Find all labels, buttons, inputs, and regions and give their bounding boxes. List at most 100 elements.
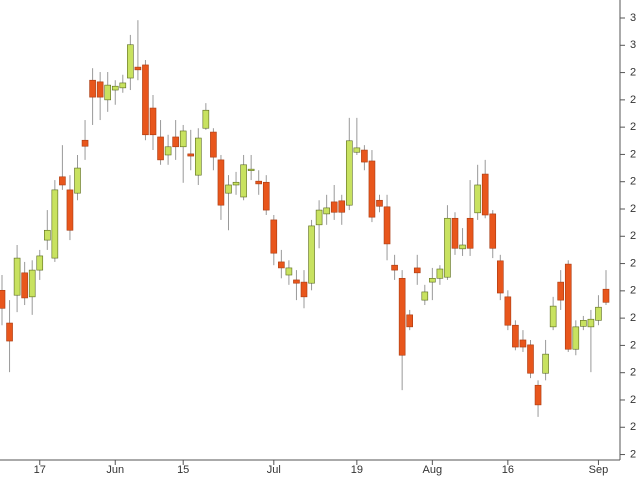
candle-body — [51, 189, 59, 259]
candle-body — [270, 219, 278, 254]
candle-body — [444, 217, 451, 278]
candle-body — [391, 264, 398, 271]
candle-body — [345, 140, 353, 206]
candle-body — [36, 255, 44, 271]
candle-body — [293, 279, 300, 284]
candle-body — [278, 261, 285, 269]
candle-body — [474, 184, 481, 214]
candle-body — [338, 200, 346, 213]
candle-body — [255, 180, 262, 185]
candle-body — [504, 296, 512, 326]
x-tick-label: Aug — [423, 464, 443, 476]
candle-body — [285, 267, 293, 276]
y-tick-label: 2 — [630, 66, 636, 78]
candle-body — [127, 44, 134, 79]
y-tick-label: 3 — [630, 39, 636, 51]
candle-body — [13, 257, 21, 296]
candle-body — [323, 207, 330, 215]
candle-body — [398, 277, 406, 356]
candle-body — [542, 353, 549, 374]
candle-body — [406, 314, 414, 328]
x-tick-label: 16 — [502, 464, 514, 476]
y-tick-label: 2 — [630, 448, 636, 460]
candle-body — [187, 153, 195, 157]
candle-body — [429, 277, 436, 283]
candle-body — [21, 272, 28, 299]
candle-body — [157, 136, 164, 161]
y-tick-label: 2 — [630, 285, 636, 297]
y-tick-label: 3 — [630, 12, 636, 24]
candle-body — [232, 181, 240, 186]
candle-body — [481, 173, 489, 216]
candle-body — [240, 164, 247, 198]
candle-body — [580, 320, 587, 327]
candle-body — [142, 64, 149, 136]
y-tick-label: 2 — [630, 94, 636, 106]
y-tick-label: 2 — [630, 257, 636, 269]
candle-body — [587, 318, 595, 328]
candle-body — [527, 344, 534, 374]
candle-body — [534, 384, 542, 406]
y-tick-label: 2 — [630, 312, 636, 324]
candle-body — [111, 85, 119, 91]
candle-body — [74, 167, 81, 194]
x-tick-label: 19 — [351, 464, 363, 476]
candle-body — [81, 139, 89, 147]
candle-body — [519, 339, 527, 348]
candle-body — [572, 326, 580, 350]
candle-body — [149, 107, 157, 136]
candle-body — [202, 109, 210, 129]
candle-body — [496, 260, 504, 294]
candle-body — [602, 288, 610, 303]
x-tick-label: 17 — [34, 464, 46, 476]
y-tick-label: 2 — [630, 121, 636, 133]
candle-body — [134, 66, 142, 71]
candle-body — [368, 160, 376, 218]
candle-body — [595, 306, 602, 321]
candle-body — [489, 213, 497, 249]
candle-body — [247, 168, 255, 171]
y-tick-label: 2 — [630, 421, 636, 433]
candle-body — [413, 267, 421, 274]
x-tick-label: Jun — [106, 464, 124, 476]
candle-body — [66, 189, 74, 231]
candle-body — [96, 81, 104, 98]
y-tick-label: 2 — [630, 367, 636, 379]
candle-body — [564, 263, 572, 350]
candle-body — [59, 176, 66, 186]
candle-body — [421, 291, 429, 301]
candle-body — [315, 209, 323, 226]
candle-body — [436, 268, 444, 279]
y-tick-label: 2 — [630, 148, 636, 160]
candle-body — [383, 206, 391, 245]
y-tick-label: 2 — [630, 394, 636, 406]
candle-body — [225, 184, 232, 194]
candle-body — [89, 79, 96, 98]
y-tick-label: 2 — [630, 203, 636, 215]
candle-body — [0, 289, 6, 309]
candle-body — [28, 269, 36, 298]
candle-body — [376, 199, 383, 207]
y-tick-label: 2 — [630, 339, 636, 351]
candle-body — [179, 130, 187, 148]
candle-body — [104, 84, 111, 101]
candle-body — [549, 305, 557, 328]
y-tick-label: 2 — [630, 230, 636, 242]
candle-body — [6, 322, 13, 342]
x-tick-label: 15 — [177, 464, 189, 476]
candle-body — [557, 281, 565, 301]
candle-body — [172, 136, 179, 148]
candle-body — [512, 324, 519, 348]
candle-body — [459, 244, 466, 250]
candle-body — [43, 229, 51, 241]
candle-body — [330, 201, 338, 213]
candle-body — [466, 217, 474, 249]
candle-body — [300, 281, 308, 298]
candle-body — [353, 147, 361, 153]
candle-body — [164, 146, 172, 156]
candle-body — [262, 181, 270, 211]
candle-body — [361, 149, 368, 163]
y-tick-label: 2 — [630, 176, 636, 188]
